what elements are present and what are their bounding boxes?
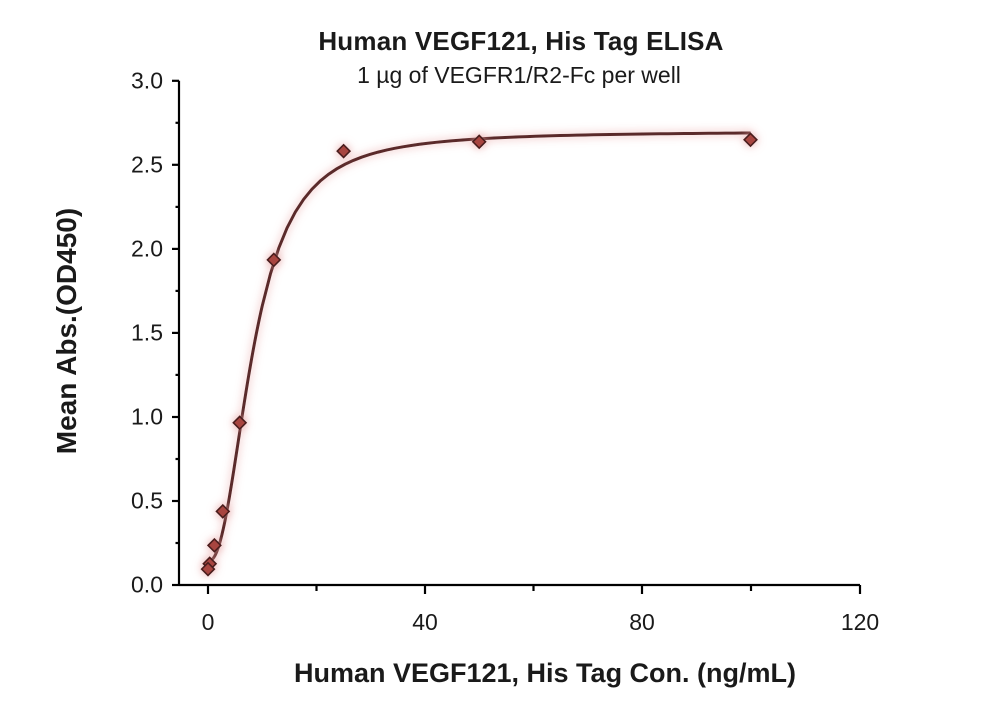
svg-text:80: 80 [629,609,655,635]
svg-text:0.0: 0.0 [131,572,163,598]
svg-text:2.0: 2.0 [131,236,163,262]
svg-text:1.0: 1.0 [131,404,163,430]
svg-text:2.5: 2.5 [131,152,163,178]
svg-text:1.5: 1.5 [131,320,163,346]
svg-text:40: 40 [412,609,438,635]
svg-text:0: 0 [202,609,215,635]
svg-text:0.5: 0.5 [131,488,163,514]
svg-text:120: 120 [841,609,879,635]
